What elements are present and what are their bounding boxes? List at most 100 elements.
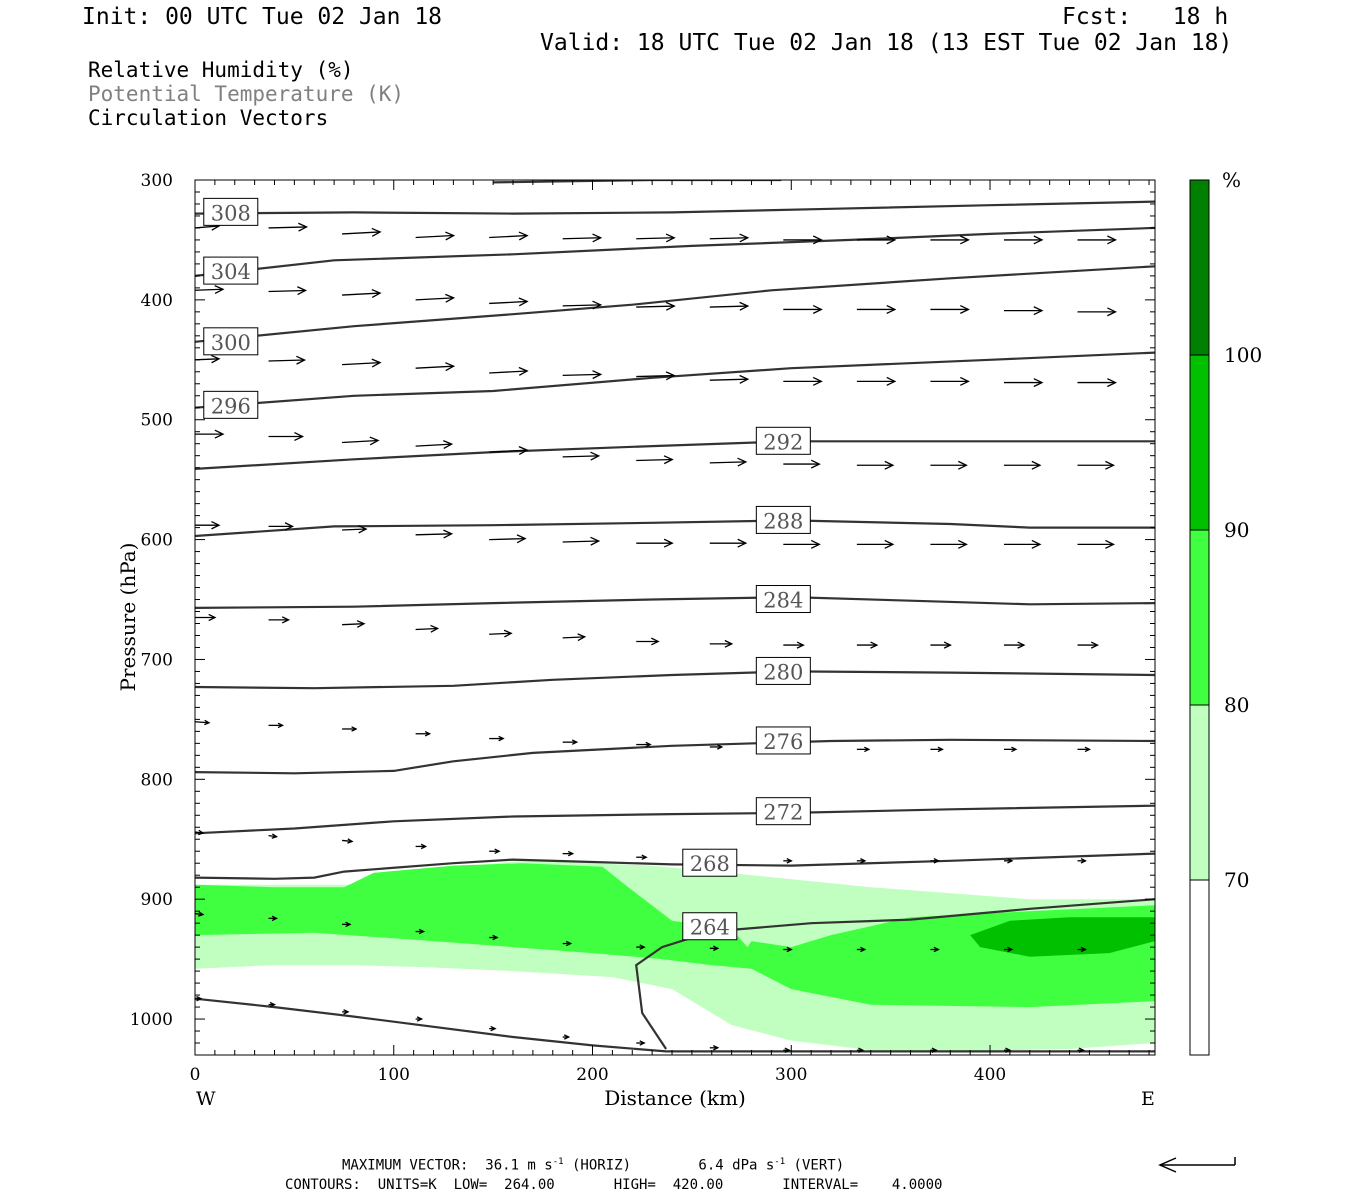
y-tick-label: 500 — [141, 411, 173, 431]
circulation-vector — [342, 288, 382, 298]
circulation-vector — [415, 362, 456, 372]
vector-head — [1084, 746, 1091, 753]
circulation-vector — [930, 858, 940, 864]
vector-head — [196, 995, 203, 1002]
circulation-vector — [1077, 307, 1117, 317]
circulation-vector — [489, 366, 529, 376]
contour-label: 284 — [763, 589, 803, 613]
circulation-vector — [709, 945, 720, 952]
circulation-vector — [636, 233, 676, 243]
circulation-vector — [636, 854, 648, 860]
circulation-vector — [783, 304, 823, 314]
colorbar-segment — [1190, 355, 1209, 530]
vector-head — [592, 370, 603, 380]
circulation-vector — [636, 1040, 646, 1046]
vector-head — [886, 304, 897, 314]
colorbar-label: 70 — [1224, 868, 1249, 892]
vector-head — [565, 940, 573, 947]
colorbar-label: 90 — [1224, 518, 1249, 542]
y-tick-label: 800 — [141, 770, 173, 790]
vector-head — [784, 1047, 791, 1053]
vector-head — [1107, 307, 1117, 317]
circulation-vector — [562, 233, 603, 243]
vector-shaft — [415, 443, 452, 447]
circulation-vector — [930, 946, 940, 953]
vector-head — [214, 429, 225, 439]
circulation-vector — [930, 304, 970, 314]
vector-head — [492, 934, 499, 941]
circulation-vector — [489, 446, 529, 455]
vector-head — [639, 1040, 646, 1046]
vector-head — [577, 633, 587, 642]
vector-head — [960, 376, 970, 386]
circulation-vector — [415, 1016, 424, 1022]
circulation-vector — [783, 946, 793, 953]
vector-shaft — [268, 289, 306, 293]
vector-shaft — [342, 623, 365, 626]
y-tick-label: 700 — [141, 650, 173, 670]
vector-head — [445, 362, 456, 372]
contour-label: 296 — [211, 394, 251, 418]
vector-field-label: Circulation Vectors — [88, 106, 329, 130]
circulation-vector — [195, 829, 205, 836]
circulation-vector — [415, 440, 454, 450]
circulation-vector — [1003, 378, 1044, 388]
circulation-vector — [195, 429, 225, 439]
contour-info: CONTOURS: UNITS=K LOW= 264.00 HIGH= 420.… — [285, 1177, 943, 1193]
vector-head — [214, 285, 225, 295]
rh-region-80 — [195, 863, 1155, 1008]
x-tick-label: 0 — [190, 1065, 201, 1085]
vector-head — [1107, 235, 1117, 245]
circulation-vector — [342, 620, 366, 628]
y-axis-title: Pressure (hPa) — [116, 543, 140, 692]
vector-head — [737, 457, 748, 467]
vector-shaft — [709, 305, 748, 308]
vector-head — [1031, 460, 1042, 470]
circulation-vector — [342, 525, 368, 534]
theta-contour-296 — [195, 351, 1155, 409]
vector-head — [503, 629, 513, 638]
vector-head — [518, 231, 529, 241]
vector-head — [1033, 378, 1044, 388]
circulation-vector — [342, 227, 382, 237]
circulation-vector — [783, 1047, 791, 1053]
vector-head — [858, 1047, 865, 1053]
vector-head — [443, 529, 454, 539]
circulation-vector — [489, 534, 527, 544]
contour-label: 276 — [763, 730, 803, 754]
vector-shaft — [562, 237, 601, 240]
circulation-vector — [856, 641, 879, 649]
vector-head — [294, 432, 305, 442]
vector-head — [347, 838, 354, 844]
vector-head — [371, 288, 382, 298]
circulation-vector — [562, 850, 575, 857]
vector-shaft — [415, 627, 438, 631]
circulation-vector — [195, 613, 217, 622]
vector-head — [886, 235, 897, 245]
vector-head — [933, 858, 940, 864]
circulation-vector — [1077, 378, 1117, 388]
circulation-vector — [268, 833, 279, 839]
circulation-vector — [1077, 746, 1091, 753]
vector-head — [860, 858, 867, 864]
circulation-vectors — [195, 222, 1117, 1053]
circulation-vector — [709, 538, 748, 548]
circulation-vector — [636, 455, 674, 465]
circulation-vector — [709, 1045, 720, 1051]
circulation-vector — [489, 848, 501, 854]
x-axis-title: Distance (km) — [604, 1086, 746, 1110]
circulation-vector — [636, 944, 646, 950]
vector-head — [198, 911, 205, 917]
vector-head — [931, 1047, 938, 1053]
vector-head — [420, 843, 428, 850]
vector-head — [1080, 946, 1087, 953]
vector-shaft — [195, 721, 210, 724]
circulation-vector — [415, 928, 426, 935]
circulation-vector — [1077, 1047, 1085, 1053]
colorbar-segment — [1190, 705, 1209, 880]
vector-shaft — [489, 234, 528, 239]
contour-label-box — [682, 912, 738, 941]
vector-head — [1078, 1047, 1085, 1053]
vector-head — [886, 376, 897, 386]
circulation-vector — [562, 536, 601, 546]
